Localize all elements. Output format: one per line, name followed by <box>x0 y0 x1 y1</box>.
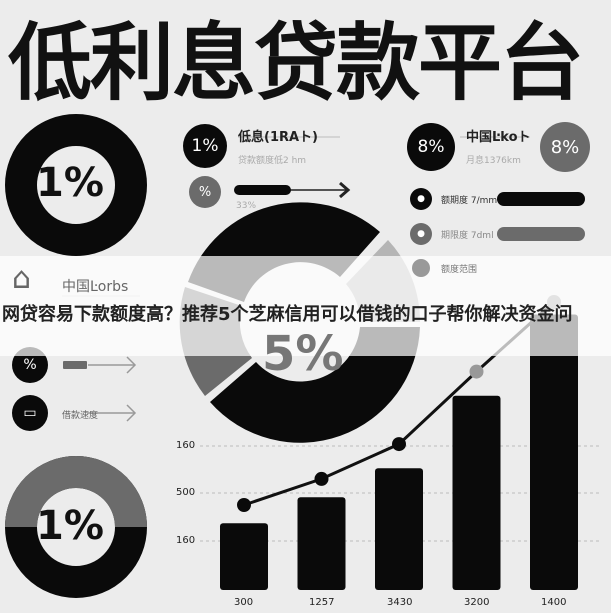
right-row-bar <box>497 227 585 241</box>
low-rate-subtitle: 贷款额度低2 hm <box>238 156 307 166</box>
x-tick-label: 3430 <box>387 597 413 608</box>
user-icon: ● <box>410 188 432 210</box>
monitor-icon: ▭ <box>12 395 48 431</box>
donut-center-label: 5% <box>262 326 344 382</box>
china-badge-right: 8% <box>540 122 590 172</box>
arrows <box>62 136 530 422</box>
page-title: 低利息贷款平台 <box>8 14 584 112</box>
y-tick-label: 500 <box>176 487 196 498</box>
percent-badge: % <box>189 176 221 208</box>
dot-icon <box>412 259 430 277</box>
right-row-bar <box>497 192 585 206</box>
progress-bar <box>234 185 291 195</box>
china-title: 中国Ŀkoト <box>466 130 531 145</box>
donut-bottom-left-label: 1% <box>36 503 104 549</box>
bar <box>297 497 346 590</box>
y-tick-label: 160 <box>176 440 196 451</box>
y-tick-label: 160 <box>176 535 196 546</box>
house-icon: ⌂ <box>12 261 32 296</box>
left-item-label: 借款速度 <box>62 411 99 421</box>
china-badge: 8% <box>407 123 455 171</box>
bar-chart <box>220 295 578 590</box>
progress-label: 33% <box>236 201 257 211</box>
bar <box>530 314 578 590</box>
x-tick-label: 1257 <box>309 597 335 608</box>
line-point <box>314 471 329 486</box>
left-bar <box>63 361 87 369</box>
donut-top-left <box>5 114 147 256</box>
bar <box>220 523 268 590</box>
clock-icon: ● <box>410 223 432 245</box>
right-row-label: 额度范围 <box>441 265 478 275</box>
donut-top-left-label: 1% <box>36 160 104 206</box>
china-subtitle: 月息1376km <box>466 156 521 166</box>
x-tick-label: 300 <box>234 597 254 608</box>
line-point <box>392 437 406 452</box>
left-item-label: 中国Ŀorbs <box>62 279 129 295</box>
bar <box>452 395 501 590</box>
line-point <box>237 498 251 512</box>
low-rate-title: 低息(1RAト) <box>238 130 318 145</box>
right-row-label: 期限度 7dml <box>441 231 494 241</box>
banner-overlay <box>0 256 611 356</box>
low-rate-badge: 1% <box>183 124 227 168</box>
right-row-label: 额期度 7/mm <box>441 196 498 206</box>
x-tick-label: 3200 <box>464 597 490 608</box>
bar <box>375 468 423 590</box>
banner-text[interactable]: 网贷容易下款额度高？推荐5个芝麻信用可以借钱的口子帮你解决资金问 <box>2 304 573 325</box>
donut-bottom-left <box>5 456 147 598</box>
x-tick-label: 1400 <box>541 597 567 608</box>
line-point <box>469 364 484 379</box>
